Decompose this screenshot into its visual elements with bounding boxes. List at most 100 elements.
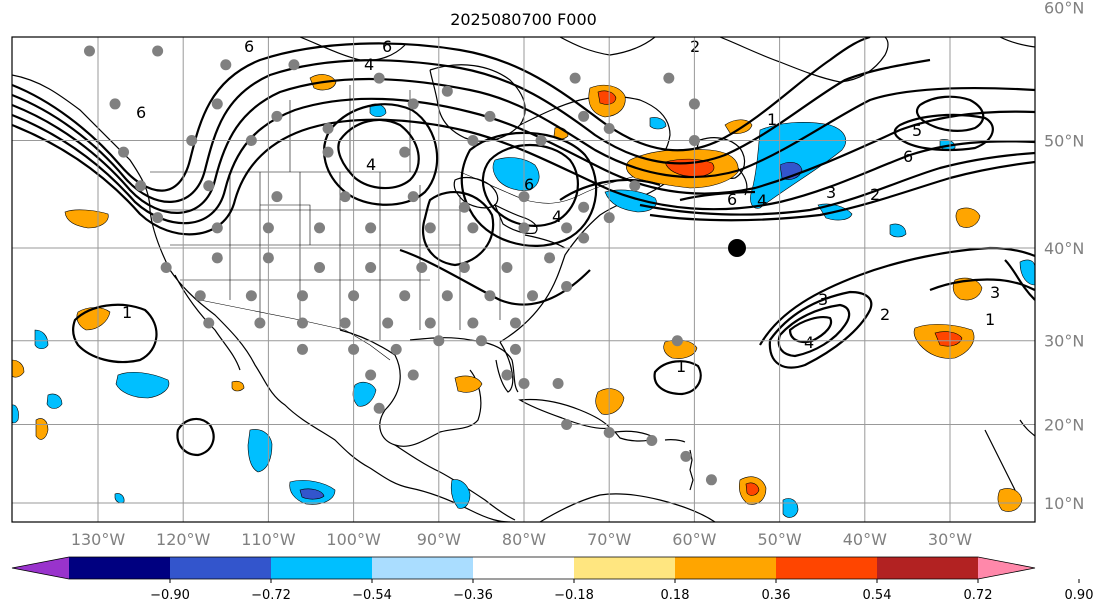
colorbar-label: 0.18 (661, 588, 690, 603)
orange-anomaly (35, 418, 49, 440)
contour-label: 1 (767, 110, 777, 129)
station-dot (569, 72, 581, 84)
contour-label: 4 (804, 333, 814, 352)
station-dot (688, 98, 700, 110)
station-dot (578, 110, 590, 122)
blue-anomaly (115, 371, 170, 399)
station-dot (561, 222, 573, 234)
colorbar-label: 0.72 (964, 588, 993, 603)
colorbar-segment (776, 557, 877, 579)
station-dot (271, 191, 283, 203)
station-dot (262, 222, 274, 234)
orange-anomaly (595, 388, 625, 415)
station-dot (348, 290, 360, 302)
station-dot (527, 290, 539, 302)
station-dot (365, 369, 377, 381)
station-dot (262, 252, 274, 264)
station-dot (203, 180, 215, 192)
longitude-label: 120°W (156, 530, 211, 549)
station-dot (211, 252, 223, 264)
station-dot (254, 317, 266, 329)
orange-anomaly (12, 359, 25, 378)
colorbar-label: −0.72 (251, 588, 291, 603)
red-anomaly (745, 482, 760, 496)
contour-label: 6 (136, 103, 146, 122)
station-dot (561, 418, 573, 430)
station-dot (237, 2, 248, 13)
red-anomaly (934, 331, 963, 347)
colorbar-label: −0.36 (453, 588, 493, 603)
colorbar: −0.90 −0.72 −0.54 −0.36 −0.18 0.18 0.36 0.54 0.7… (11, 556, 1094, 603)
latitude-label: 20°N (1044, 415, 1084, 434)
colorbar-label: 0.90 (1065, 588, 1094, 603)
contour-label: 6 (524, 175, 534, 194)
station-dot (296, 317, 308, 329)
station-dot (416, 261, 428, 273)
station-dot (603, 426, 615, 438)
colorbar-segment (69, 557, 170, 579)
orange-anomaly (454, 375, 483, 393)
latitude-label: 40°N (1044, 239, 1084, 258)
colorbar-label: −0.18 (554, 588, 594, 603)
red-anomaly (597, 90, 617, 105)
blue-anomaly (1019, 259, 1035, 286)
station-dot (186, 134, 198, 146)
map-frame (11, 36, 1036, 523)
station-dot (705, 474, 717, 486)
station-dot (220, 59, 232, 71)
longitude-label: 40°W (843, 530, 887, 549)
station-dot (578, 201, 590, 213)
station-dot (603, 212, 615, 224)
station-dot (458, 261, 470, 273)
station-dot (518, 222, 530, 234)
station-dot (296, 290, 308, 302)
station-dot (110, 2, 121, 13)
contour-labels: 6 6 4 6 4 6 4 2 1 2 4 6 3 1 1 2 3 4 1 3 … (122, 37, 1000, 376)
station-dot (646, 434, 658, 446)
longitude-label: 130°W (71, 530, 126, 549)
station-dot (441, 290, 453, 302)
station-dot (501, 261, 513, 273)
station-dot (561, 280, 573, 292)
contour-label: 4 (757, 191, 767, 210)
station-dot (135, 180, 147, 192)
orange-anomaly (955, 207, 981, 228)
station-dot (475, 335, 487, 347)
station-dot (688, 134, 700, 146)
blue-anomaly (450, 479, 471, 509)
graticule (12, 37, 1035, 522)
contour-label: 5 (912, 121, 922, 140)
station-dot (194, 290, 206, 302)
station-dot (484, 290, 496, 302)
station-dot (399, 146, 411, 158)
orange-anomaly (231, 380, 245, 392)
station-dot (518, 377, 530, 389)
station-dot (603, 123, 615, 135)
contour-label: 2 (690, 37, 700, 56)
orange-anomaly (997, 488, 1023, 512)
map-title: 2025080700 F000 (450, 10, 597, 29)
station-dot (424, 317, 436, 329)
latitude-label: 50°N (1044, 131, 1084, 150)
station-dot (629, 180, 641, 192)
station-dot (467, 222, 479, 234)
station-dot (365, 261, 377, 273)
station-dot (373, 402, 385, 414)
colorbar-label: −0.90 (150, 588, 190, 603)
station-dot (467, 317, 479, 329)
blue-anomaly (34, 329, 49, 350)
colorbar-label: −0.54 (352, 588, 392, 603)
station-dot (348, 343, 360, 355)
station-dot (433, 335, 445, 347)
station-dot (373, 72, 385, 84)
colorbar-label: 0.54 (863, 588, 892, 603)
station-dot (484, 110, 496, 122)
contour-label: 1 (676, 357, 686, 376)
station-dot (211, 98, 223, 110)
colorbar-segment (877, 557, 978, 579)
station-dot (552, 377, 564, 389)
station-dot (314, 261, 326, 273)
station-markers (83, 2, 717, 486)
contour-label: 6 (727, 190, 737, 209)
station-dot (458, 201, 470, 213)
